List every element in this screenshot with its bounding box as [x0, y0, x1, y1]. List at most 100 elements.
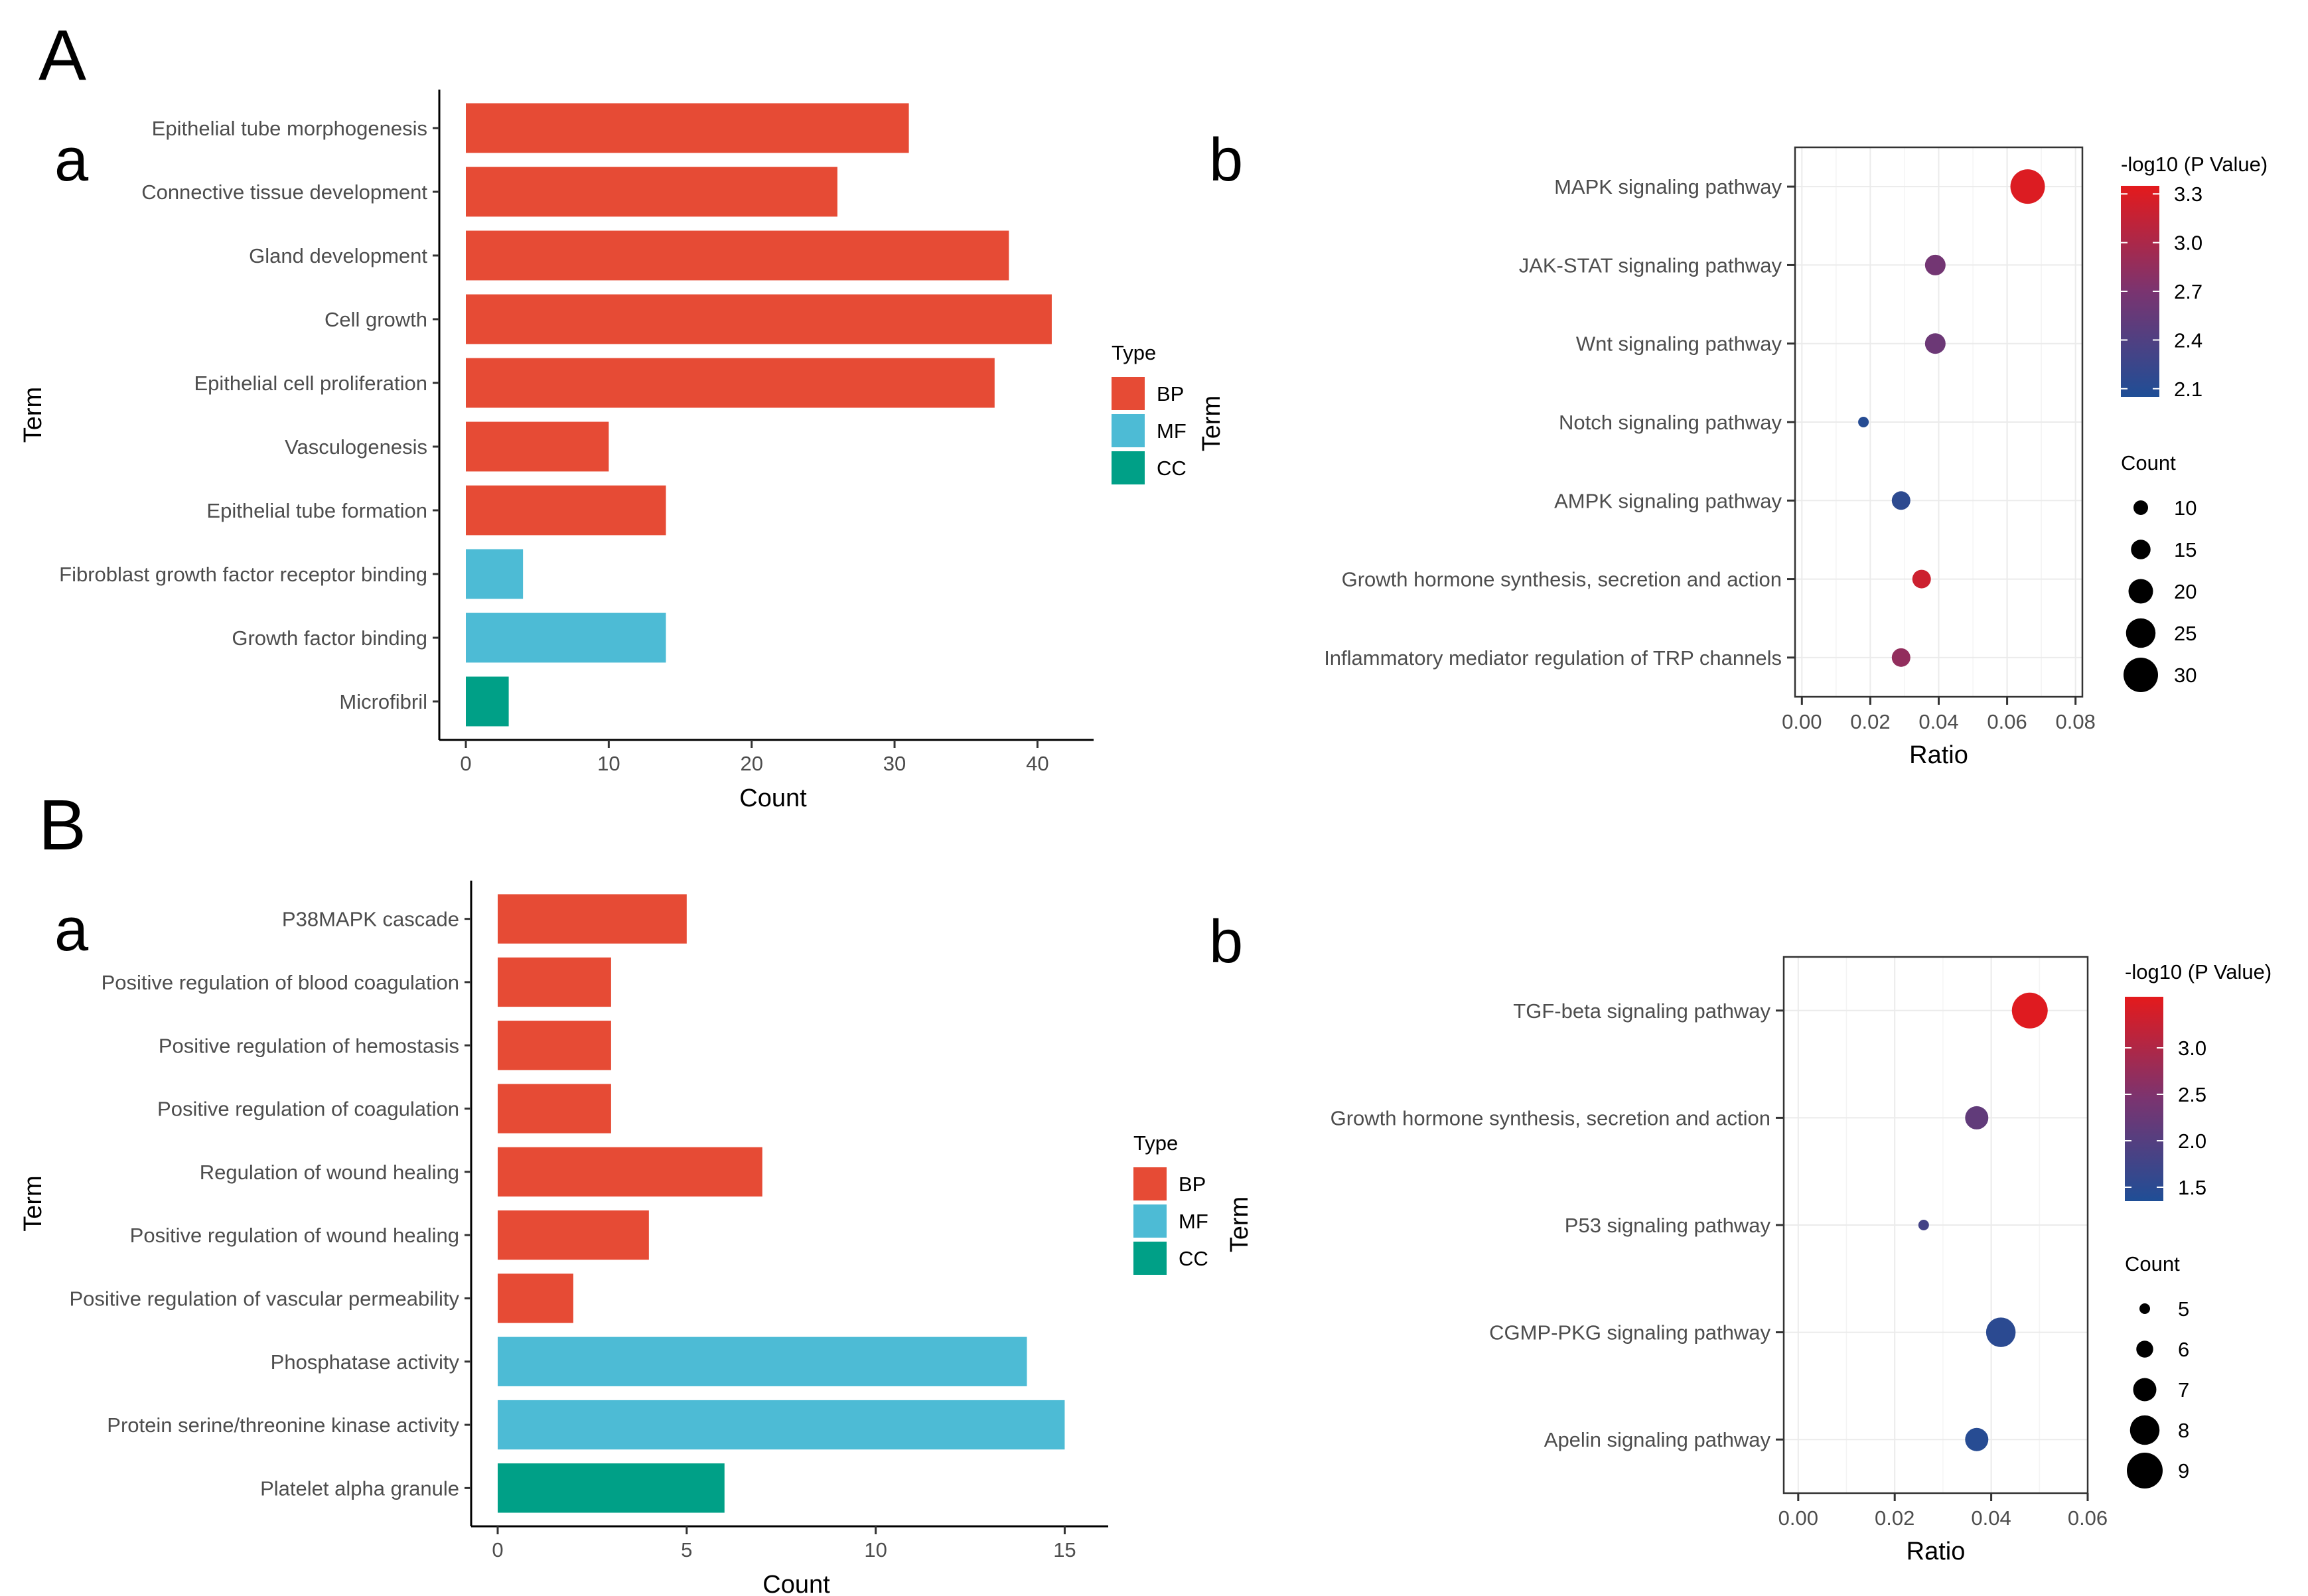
bar	[466, 167, 837, 217]
bar	[498, 894, 687, 944]
y-tick-label: JAK-STAT signaling pathway	[1519, 254, 1782, 277]
x-tick-label: 30	[883, 752, 906, 775]
data-point	[2010, 169, 2045, 204]
data-point	[1965, 1427, 1989, 1451]
size-legend-dot	[2129, 1415, 2160, 1445]
data-point	[1858, 417, 1869, 427]
legend-label: CC	[1157, 457, 1187, 480]
size-legend-title: Count	[2121, 451, 2176, 474]
data-point	[1965, 1106, 1989, 1129]
data-point	[1912, 569, 1931, 589]
bar	[498, 1147, 762, 1197]
color-bar-label: 1.5	[2178, 1176, 2206, 1199]
y-tick-label: Positive regulation of blood coagulation	[102, 971, 459, 994]
bar	[466, 103, 909, 153]
data-point	[2011, 992, 2048, 1029]
x-tick-label: 0	[460, 752, 471, 775]
y-tick-label: Epithelial tube formation	[206, 499, 427, 522]
x-tick-label: 0.04	[1971, 1506, 2011, 1530]
y-axis-title: Term	[1198, 396, 1226, 451]
y-axis-title: Term	[19, 387, 47, 443]
bar	[498, 1021, 611, 1070]
data-point	[1891, 491, 1911, 510]
legend-label: MF	[1157, 419, 1187, 443]
bar	[466, 549, 524, 599]
size-legend-dot	[2133, 500, 2148, 515]
dot-chart-B-b: TGF-beta signaling pathway Growth hormone…	[1226, 956, 2272, 1565]
x-tick-label: 40	[1026, 752, 1048, 775]
color-bar-label: 2.1	[2174, 378, 2202, 401]
x-tick-label: 20	[740, 752, 762, 775]
legend-swatch	[1133, 1242, 1167, 1275]
legend-label: BP	[1157, 382, 1184, 405]
legend-swatch	[1133, 1167, 1167, 1200]
y-tick-label: Cell growth	[325, 308, 427, 331]
legend-title: Type	[1112, 341, 1156, 364]
y-tick-label: P53 signaling pathway	[1565, 1214, 1771, 1237]
size-legend-dot	[2127, 1453, 2163, 1488]
data-point	[1891, 648, 1911, 667]
x-tick-label: 0.02	[1850, 710, 1890, 733]
size-legend-label: 8	[2178, 1419, 2189, 1442]
color-legend-title: -log10 (P Value)	[2125, 960, 2272, 983]
subpanel-label-B-b: b	[1209, 908, 1243, 976]
color-bar	[2125, 997, 2163, 1201]
size-legend-title: Count	[2125, 1252, 2180, 1275]
x-tick-label: 0.02	[1875, 1506, 1914, 1530]
y-tick-label: Apelin signaling pathway	[1544, 1428, 1771, 1451]
legend-label: CC	[1179, 1247, 1208, 1270]
size-legend-dot	[2133, 1378, 2157, 1402]
x-tick-label: 15	[1053, 1538, 1076, 1561]
size-legend-label: 15	[2174, 538, 2197, 561]
y-tick-label: AMPK signaling pathway	[1554, 489, 1782, 512]
bar	[466, 676, 509, 727]
y-tick-label: Notch signaling pathway	[1559, 411, 1782, 434]
color-bar-label: 3.3	[2174, 182, 2202, 206]
size-legend-dot	[2136, 1341, 2153, 1358]
subpanel-label-B-a: a	[54, 896, 89, 964]
bar	[466, 485, 666, 536]
y-tick-label: Platelet alpha granule	[260, 1477, 459, 1500]
size-legend-dot	[2139, 1303, 2150, 1314]
data-point	[1918, 1220, 1929, 1230]
x-tick-label: 5	[681, 1538, 692, 1561]
x-tick-label: 0.00	[1782, 710, 1822, 733]
bar	[466, 421, 609, 472]
bar	[498, 1210, 649, 1260]
bar-chart-B-a: P38MAPK cascade Positive regulation of bl…	[19, 881, 1208, 1596]
size-legend-label: 5	[2178, 1297, 2189, 1321]
subpanel-label-A-a: a	[54, 126, 89, 194]
size-legend-dot	[2128, 579, 2153, 604]
y-tick-label: Vasculogenesis	[285, 435, 427, 459]
x-tick-label: 0.04	[1918, 710, 1958, 733]
y-tick-label: Regulation of wound healing	[200, 1161, 459, 1184]
size-legend-label: 9	[2178, 1459, 2189, 1483]
y-tick-label: Positive regulation of wound healing	[130, 1224, 459, 1247]
legend-swatch	[1133, 1204, 1167, 1238]
color-bar-label: 2.7	[2174, 280, 2202, 303]
panel-label-A: A	[38, 15, 86, 95]
size-legend-label: 30	[2174, 664, 2197, 687]
x-tick-label: 10	[864, 1538, 887, 1561]
x-tick-label: 0	[492, 1538, 503, 1561]
size-legend-dot	[2126, 618, 2156, 648]
y-tick-label: Growth factor binding	[232, 626, 427, 650]
size-legend-label: 25	[2174, 622, 2197, 645]
x-axis-title: Ratio	[1909, 741, 1968, 769]
y-axis-title: Term	[1226, 1197, 1254, 1252]
color-bar-label: 3.0	[2178, 1037, 2206, 1060]
color-legend-title: -log10 (P Value)	[2121, 153, 2268, 176]
y-tick-label: Protein serine/threonine kinase activity	[107, 1414, 459, 1437]
legend-swatch	[1112, 414, 1145, 447]
x-tick-label: 10	[597, 752, 620, 775]
y-tick-label: Epithelial tube morphogenesis	[152, 117, 427, 140]
legend-swatch	[1112, 377, 1145, 410]
size-legend-label: 10	[2174, 496, 2197, 520]
y-tick-label: CGMP-PKG signaling pathway	[1489, 1321, 1770, 1344]
x-tick-label: 0.06	[2068, 1506, 2108, 1530]
color-bar-label: 2.5	[2178, 1083, 2206, 1106]
legend-title: Type	[1133, 1131, 1178, 1155]
x-tick-label: 0.08	[2056, 710, 2096, 733]
bar	[466, 230, 1009, 281]
